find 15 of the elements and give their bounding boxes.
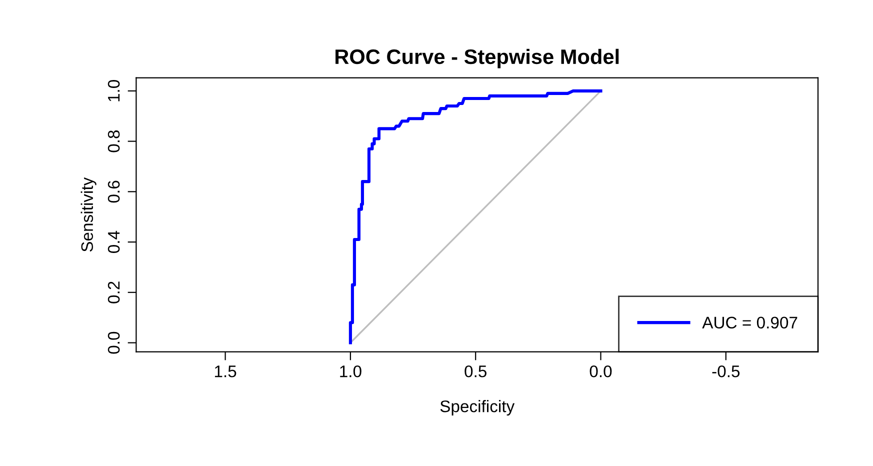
chart-title: ROC Curve - Stepwise Model [336, 48, 619, 68]
x-tick-label: -0.5 [712, 365, 740, 378]
y-tick-label: 0.0 [108, 332, 120, 354]
y-tick-label: 0.2 [108, 282, 120, 304]
x-tick-label: 0.0 [590, 365, 612, 378]
x-axis-title: Specificity [440, 400, 515, 416]
y-axis-title: Sensitivity [80, 177, 96, 252]
y-tick-label: 0.8 [108, 130, 120, 152]
y-tick-label: 0.4 [108, 230, 120, 253]
x-tick-label: 1.5 [214, 366, 236, 378]
x-tick-label: 1.0 [340, 365, 362, 378]
x-tick-label: 0.5 [464, 365, 486, 378]
legend-label: AUC = 0.907 [702, 316, 798, 329]
y-tick-label: 0.6 [108, 180, 120, 203]
y-tick-label: 1.0 [108, 80, 120, 102]
